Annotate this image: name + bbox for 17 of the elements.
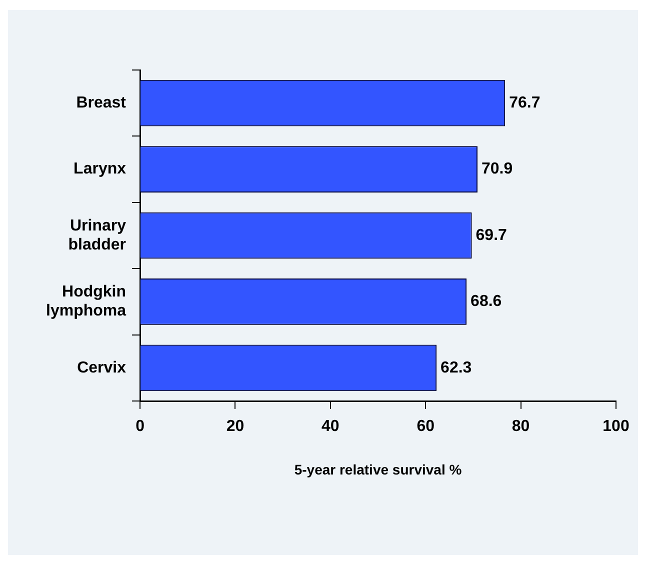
x-tick-label: 20 <box>226 418 244 436</box>
x-axis-title: 5-year relative survival % <box>294 461 462 478</box>
y-tick-label: Larynx <box>74 160 126 178</box>
y-tick-label: Cervix <box>77 359 126 376</box>
x-tick-label: 60 <box>416 418 435 436</box>
data-label: 62.3 <box>440 359 472 376</box>
x-tick-label: 40 <box>322 418 340 436</box>
x-tick-label: 80 <box>512 418 530 436</box>
y-tick-label: Urinary bladder <box>68 217 126 254</box>
data-label: 70.9 <box>481 160 513 178</box>
data-label: 68.6 <box>470 293 502 310</box>
x-tick-label: 100 <box>602 418 630 436</box>
y-tick-label: Hodgkin lymphoma <box>46 284 126 320</box>
data-label: 76.7 <box>509 94 540 112</box>
x-tick-label: 0 <box>136 418 145 436</box>
data-label: 69.7 <box>476 226 508 244</box>
y-tick-label: Breast <box>76 94 127 112</box>
